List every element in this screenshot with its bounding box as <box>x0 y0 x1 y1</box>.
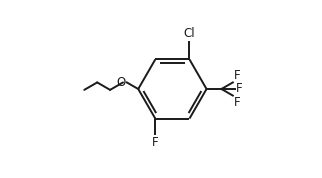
Text: F: F <box>236 82 242 96</box>
Text: F: F <box>234 96 240 109</box>
Text: F: F <box>234 69 240 82</box>
Text: Cl: Cl <box>184 27 195 40</box>
Text: O: O <box>117 76 126 89</box>
Text: F: F <box>152 136 159 149</box>
